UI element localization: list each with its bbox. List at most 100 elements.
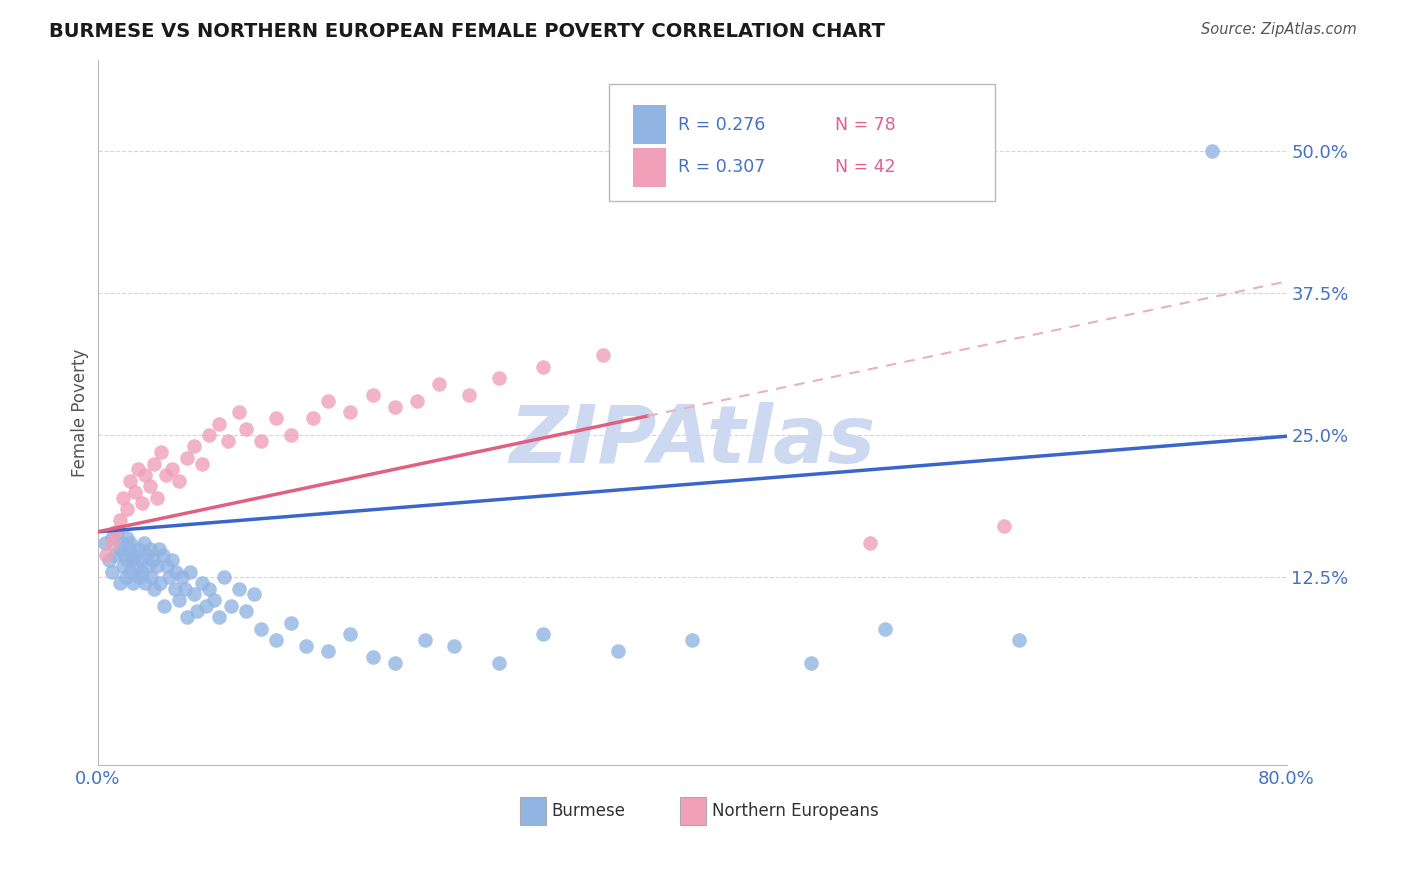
- Point: [120, 565, 142, 579]
- Point: [156, 558, 179, 573]
- Text: Burmese: Burmese: [551, 802, 626, 820]
- Point: [128, 570, 150, 584]
- Point: [108, 576, 131, 591]
- Point: [208, 610, 231, 624]
- Point: [98, 553, 121, 567]
- Point: [443, 639, 465, 653]
- Point: [264, 632, 287, 647]
- Point: [242, 587, 264, 601]
- Point: [361, 650, 384, 665]
- Point: [235, 605, 257, 619]
- Point: [134, 467, 156, 482]
- Point: [124, 485, 146, 500]
- Point: [169, 474, 191, 488]
- FancyBboxPatch shape: [609, 84, 995, 201]
- Point: [264, 411, 287, 425]
- Point: [160, 462, 183, 476]
- Point: [124, 548, 146, 562]
- Point: [127, 541, 149, 556]
- Point: [316, 394, 339, 409]
- Bar: [681, 797, 706, 825]
- Point: [101, 536, 124, 550]
- Point: [183, 440, 205, 454]
- Point: [280, 615, 302, 630]
- Point: [221, 599, 243, 613]
- Point: [117, 531, 139, 545]
- Point: [406, 394, 429, 409]
- Point: [339, 627, 361, 641]
- Point: [149, 576, 172, 591]
- Point: [132, 536, 155, 550]
- Point: [111, 491, 134, 505]
- Point: [172, 570, 194, 584]
- Point: [413, 632, 436, 647]
- Point: [169, 593, 191, 607]
- Point: [143, 457, 166, 471]
- Point: [250, 622, 273, 636]
- Point: [108, 513, 131, 527]
- Y-axis label: Female Poverty: Female Poverty: [72, 348, 89, 476]
- Text: Northern Europeans: Northern Europeans: [713, 802, 879, 820]
- Point: [117, 502, 139, 516]
- Point: [142, 553, 165, 567]
- Point: [112, 548, 135, 562]
- Point: [118, 541, 141, 556]
- Point: [101, 565, 124, 579]
- Point: [384, 400, 406, 414]
- Point: [339, 405, 361, 419]
- Text: R = 0.276: R = 0.276: [678, 115, 765, 134]
- Bar: [520, 797, 546, 825]
- Point: [176, 610, 198, 624]
- Point: [111, 558, 134, 573]
- Point: [120, 474, 142, 488]
- Point: [122, 576, 145, 591]
- Point: [125, 558, 148, 573]
- Point: [280, 428, 302, 442]
- Point: [217, 434, 239, 448]
- Point: [127, 462, 149, 476]
- Point: [228, 582, 250, 596]
- Point: [212, 570, 235, 584]
- Point: [235, 422, 257, 436]
- Point: [94, 536, 117, 550]
- Point: [176, 450, 198, 465]
- Point: [152, 548, 174, 562]
- Point: [104, 524, 127, 539]
- Point: [163, 582, 186, 596]
- Point: [458, 388, 481, 402]
- Point: [146, 491, 169, 505]
- Point: [183, 587, 205, 601]
- Point: [155, 467, 177, 482]
- Point: [160, 553, 183, 567]
- Text: Source: ZipAtlas.com: Source: ZipAtlas.com: [1201, 22, 1357, 37]
- Point: [198, 428, 221, 442]
- Point: [1008, 632, 1031, 647]
- Point: [681, 632, 703, 647]
- Point: [302, 411, 325, 425]
- Point: [143, 582, 166, 596]
- Point: [294, 639, 316, 653]
- Point: [121, 553, 143, 567]
- Point: [533, 627, 555, 641]
- Point: [108, 541, 131, 556]
- Point: [135, 548, 157, 562]
- Text: N = 78: N = 78: [835, 115, 896, 134]
- Point: [190, 576, 212, 591]
- Point: [101, 531, 124, 545]
- Point: [533, 359, 555, 374]
- Point: [131, 565, 153, 579]
- Point: [190, 457, 212, 471]
- Point: [208, 417, 231, 431]
- Point: [228, 405, 250, 419]
- Point: [316, 644, 339, 658]
- Point: [96, 548, 118, 562]
- Point: [384, 656, 406, 670]
- Point: [134, 576, 156, 591]
- Point: [179, 565, 201, 579]
- Point: [105, 524, 128, 539]
- Point: [186, 605, 208, 619]
- Bar: [633, 148, 666, 186]
- Point: [606, 644, 628, 658]
- Point: [146, 558, 169, 573]
- Text: R = 0.307: R = 0.307: [678, 158, 765, 176]
